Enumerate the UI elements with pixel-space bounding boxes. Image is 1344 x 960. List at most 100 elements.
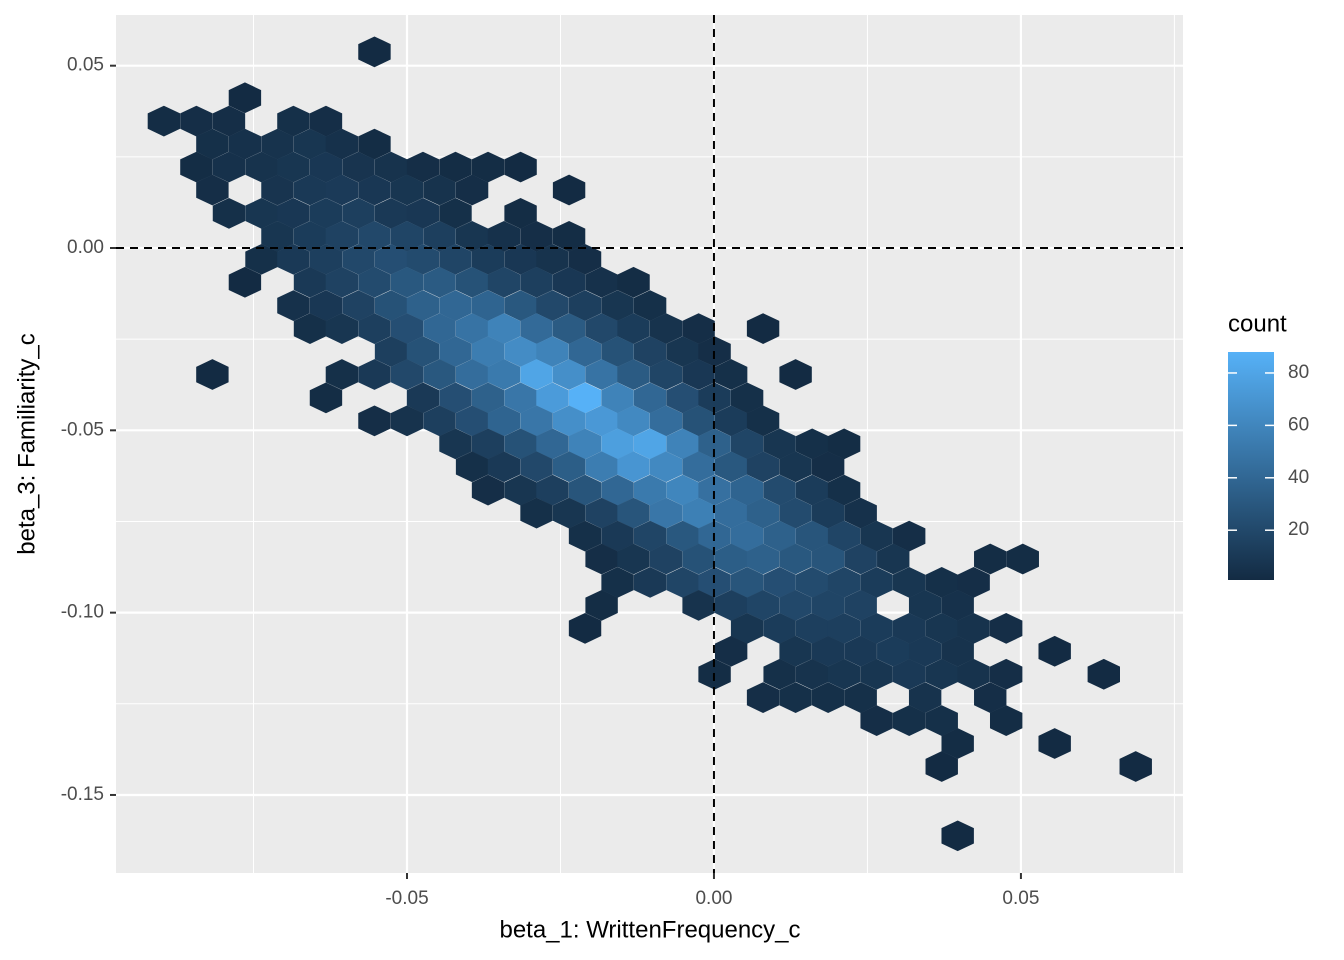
hexbin xyxy=(763,658,796,690)
hexbin xyxy=(601,474,634,506)
hexbin xyxy=(520,266,553,298)
hexbin xyxy=(892,520,926,552)
hexbin xyxy=(844,497,877,529)
hexbin xyxy=(147,105,181,137)
hexbin xyxy=(261,220,294,252)
hexbin xyxy=(827,658,861,690)
colorbar-label: 40 xyxy=(1288,467,1309,488)
hexbin xyxy=(860,612,893,644)
hexbin xyxy=(746,589,780,621)
hexbin xyxy=(487,451,521,483)
hexbin xyxy=(374,197,408,229)
hexbin xyxy=(390,220,424,252)
hexbin xyxy=(180,151,213,183)
hexbin xyxy=(439,336,472,367)
hexbin xyxy=(957,658,990,690)
hexbin xyxy=(196,174,229,206)
hexbin xyxy=(245,197,278,229)
hexbin xyxy=(844,682,877,713)
hexbin xyxy=(568,243,602,275)
colorbar xyxy=(1228,352,1274,580)
hexbin xyxy=(746,497,780,529)
hexbin xyxy=(925,658,958,690)
hexbin xyxy=(439,243,472,275)
hexbin xyxy=(892,612,926,644)
hexbin xyxy=(325,174,359,206)
hexbin xyxy=(649,313,683,344)
hexbin xyxy=(358,405,391,437)
hexbin xyxy=(504,151,537,183)
hexbin xyxy=(666,382,699,414)
hexbin xyxy=(277,290,310,321)
hexbin xyxy=(666,474,699,506)
hexbin xyxy=(779,543,812,575)
hexbin xyxy=(860,705,893,736)
hexbin xyxy=(601,290,634,321)
hexbin xyxy=(358,313,391,344)
hexbin xyxy=(633,474,667,506)
hexbin xyxy=(536,382,569,414)
hexbin xyxy=(974,543,1007,575)
hexbin xyxy=(552,405,586,437)
hexbin xyxy=(374,151,408,183)
hexbin xyxy=(763,428,796,460)
hexbin xyxy=(974,682,1007,713)
hexbin xyxy=(423,266,456,298)
hexbin xyxy=(1119,751,1152,782)
hexbin xyxy=(633,382,667,414)
hexbin xyxy=(196,359,229,390)
hexbin xyxy=(520,405,553,437)
hexbin xyxy=(1038,635,1071,667)
hexbin xyxy=(795,567,829,598)
hexbin xyxy=(682,405,715,437)
hexbin xyxy=(714,359,748,390)
hexbin xyxy=(390,359,424,390)
legend: 20 40 60 80 xyxy=(1228,352,1309,580)
hexbin xyxy=(649,359,683,390)
hexbin xyxy=(795,612,829,644)
hexbin xyxy=(228,82,262,114)
hexbin xyxy=(536,290,569,321)
hexbin xyxy=(325,359,359,390)
hexbin xyxy=(827,474,861,506)
hexbin xyxy=(504,382,537,414)
hexbin xyxy=(342,290,375,321)
hexbin xyxy=(520,313,553,344)
hexbin xyxy=(585,543,618,575)
hexbin xyxy=(730,382,764,414)
hexbin xyxy=(568,382,602,414)
hexbin xyxy=(714,543,748,575)
hexbin xyxy=(358,174,391,206)
hexbin xyxy=(730,567,764,598)
hexbin xyxy=(666,520,699,552)
hexbin xyxy=(455,220,489,252)
hexbin xyxy=(390,313,424,344)
hexbin xyxy=(666,567,699,598)
hexbin xyxy=(617,359,650,390)
hexbin xyxy=(309,105,343,137)
hexbin xyxy=(795,474,829,506)
hexbin xyxy=(585,497,618,529)
hexbin xyxy=(471,428,505,460)
hexbin xyxy=(827,567,861,598)
hexbin xyxy=(844,589,877,621)
hexbin xyxy=(811,451,845,483)
hexbin xyxy=(196,128,229,160)
hexbin xyxy=(925,567,958,598)
hexbin xyxy=(763,612,796,644)
hexbin xyxy=(666,336,699,367)
hexbin xyxy=(471,336,505,367)
hexes xyxy=(147,36,1152,852)
hexbin xyxy=(504,290,537,321)
hexbin xyxy=(487,405,521,437)
hexbin xyxy=(682,543,715,575)
hexbin xyxy=(293,174,327,206)
hexbin xyxy=(844,543,877,575)
x-tick-label: 0.05 xyxy=(1002,888,1039,909)
hexbin xyxy=(552,220,586,252)
hexbin xyxy=(487,220,521,252)
hexbin xyxy=(908,589,942,621)
reference-lines xyxy=(116,15,1183,873)
hexbin xyxy=(892,567,926,598)
